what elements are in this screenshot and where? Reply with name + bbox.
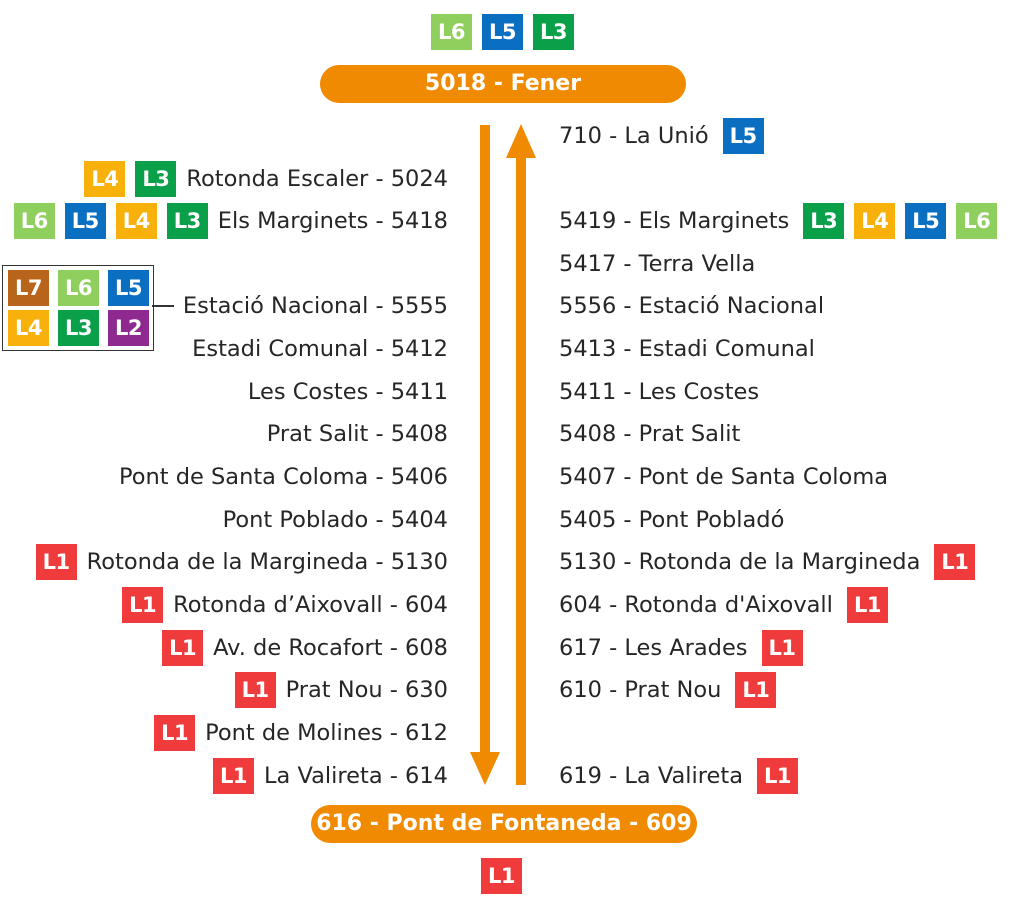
- line-badge-l1: L1: [35, 544, 77, 580]
- up-arrow-head: [506, 124, 536, 158]
- left-stop-label: Estadi Comunal - 5412: [192, 336, 448, 362]
- line-badge-l3: L3: [135, 161, 177, 197]
- right-stop-label: 610 - Prat Nou: [559, 677, 722, 703]
- line-badge-l3: L3: [803, 203, 845, 239]
- right-stop-label: 5419 - Els Marginets: [559, 208, 790, 234]
- right-stop-label: 5407 - Pont de Santa Coloma: [559, 464, 889, 490]
- bottom-terminal: 616 - Pont de Fontaneda - 609: [311, 805, 697, 843]
- line-badge-l4: L4: [8, 310, 49, 346]
- left-stop-label: Pont de Santa Coloma - 5406: [118, 464, 448, 490]
- line-badge-l4: L4: [84, 161, 126, 197]
- top-terminal: 5018 - Fener: [320, 65, 686, 103]
- left-stop-label: Pont Poblado - 5404: [222, 507, 448, 533]
- line-badge-l3: L3: [58, 310, 99, 346]
- estacio-nacional-connector: [152, 305, 174, 307]
- left-stop-label: Rotonda de la Margineda - 5130: [86, 549, 448, 575]
- left-stop-label: Prat Nou - 630: [285, 677, 448, 703]
- line-badge-l1: L1: [757, 758, 798, 794]
- line-badge-l3: L3: [533, 14, 574, 50]
- line-badge-l1: L1: [934, 544, 976, 580]
- line-badge-l6: L6: [956, 203, 998, 239]
- line-badge-l5: L5: [64, 203, 106, 239]
- line-badge-l2: L2: [108, 310, 149, 346]
- right-stop-label: 619 - La Valireta: [559, 763, 743, 789]
- line-badge-l1: L1: [122, 587, 164, 623]
- down-arrow-shaft: [480, 125, 490, 755]
- right-stop-label: 604 - Rotonda d'Aixovall: [559, 592, 833, 618]
- line-badge-l5: L5: [905, 203, 947, 239]
- line-badge-l6: L6: [58, 270, 99, 306]
- line-badge-l6: L6: [13, 203, 55, 239]
- right-stop-label: 5417 - Terra Vella: [559, 251, 756, 277]
- right-stop-label: 617 - Les Arades: [559, 635, 748, 661]
- line-badge-l4: L4: [115, 203, 157, 239]
- left-stop-label: Pont de Molines - 612: [205, 720, 448, 746]
- left-stop-label: Prat Salit - 5408: [266, 421, 448, 447]
- right-stop-label: 5411 - Les Costes: [559, 379, 760, 405]
- line-badge-l3: L3: [166, 203, 208, 239]
- line-badge-l1: L1: [154, 715, 196, 751]
- line-badge-l5: L5: [108, 270, 149, 306]
- left-stop-label: Av. de Rocafort - 608: [213, 635, 448, 661]
- line-badge-l6: L6: [431, 14, 472, 50]
- line-badge-l4: L4: [854, 203, 896, 239]
- line-badge-l1: L1: [481, 858, 522, 894]
- line-badge-l1: L1: [213, 758, 254, 794]
- up-arrow-shaft: [516, 155, 526, 785]
- left-stop-label: Estació Nacional - 5555: [182, 293, 448, 319]
- right-stop-label: 5408 - Prat Salit: [559, 421, 741, 447]
- line-badge-l1: L1: [846, 587, 888, 623]
- right-stop-label: 5413 - Estadi Comunal: [559, 336, 815, 362]
- line-badge-l5: L5: [722, 118, 764, 154]
- line-badge-l1: L1: [234, 672, 276, 708]
- left-stop-label: Els Marginets - 5418: [217, 208, 448, 234]
- line-badge-l1: L1: [735, 672, 777, 708]
- right-stop-label: 5130 - Rotonda de la Margineda: [559, 549, 921, 575]
- line-badge-l1: L1: [761, 630, 803, 666]
- line-badge-l7: L7: [8, 270, 49, 306]
- right-stop-label: 5405 - Pont Pobladó: [559, 507, 785, 533]
- right-stop-label: 710 - La Unió: [559, 123, 709, 149]
- left-stop-label: La Valireta - 614: [264, 763, 448, 789]
- left-stop-label: Les Costes - 5411: [247, 379, 448, 405]
- down-arrow-head: [470, 752, 500, 785]
- left-stop-label: Rotonda Escaler - 5024: [186, 166, 448, 192]
- line-badge-l1: L1: [162, 630, 204, 666]
- right-stop-label: 5556 - Estació Nacional: [559, 293, 825, 319]
- left-stop-label: Rotonda d’Aixovall - 604: [173, 592, 448, 618]
- line-badge-l5: L5: [482, 14, 523, 50]
